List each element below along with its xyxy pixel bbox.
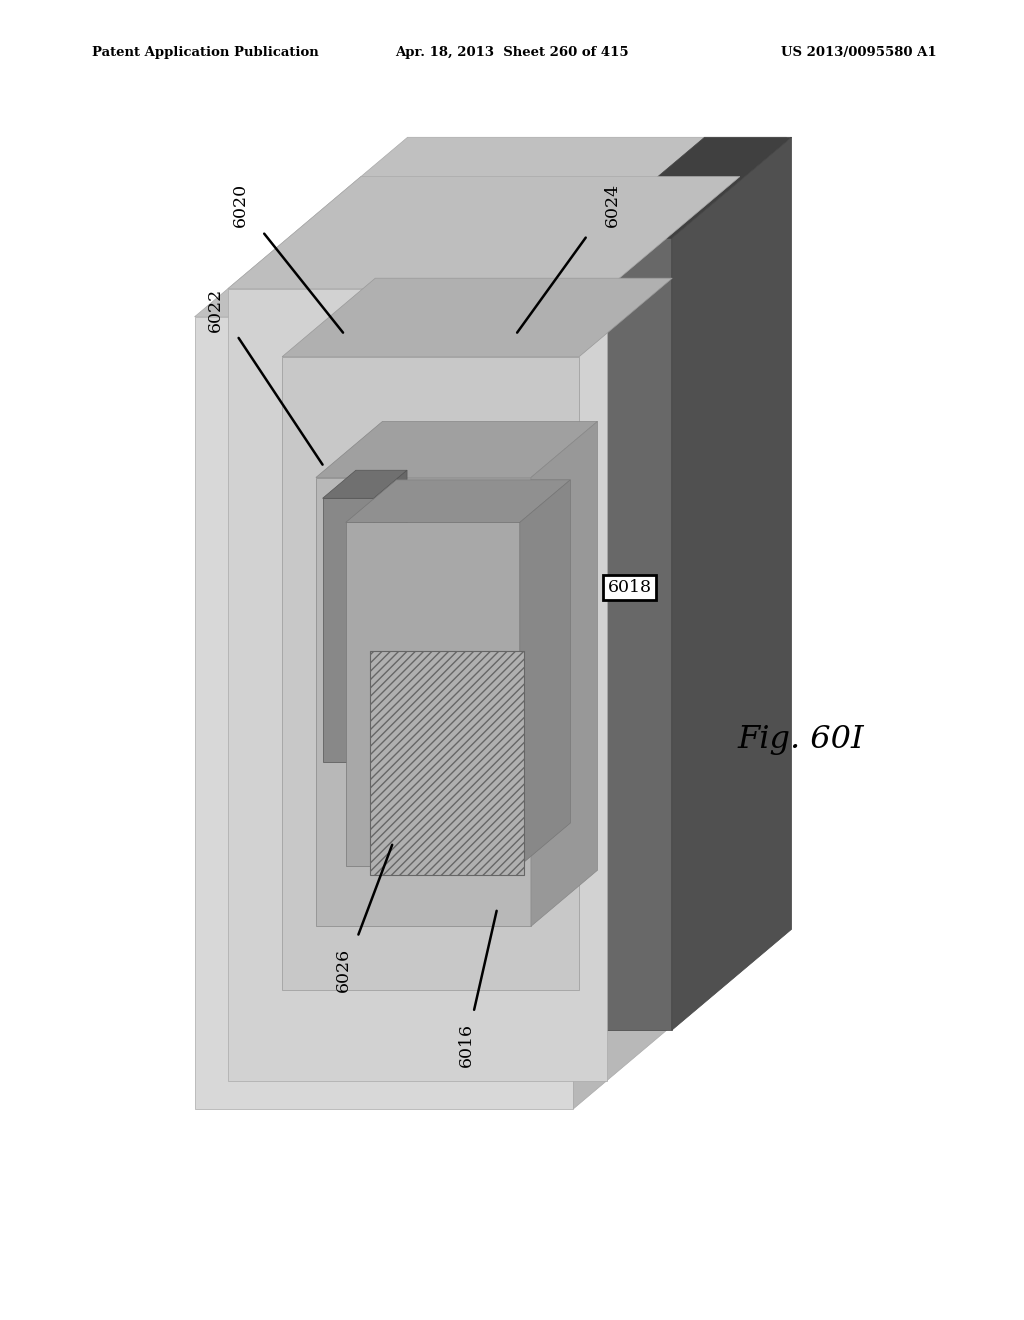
Polygon shape bbox=[531, 421, 598, 927]
Text: Patent Application Publication: Patent Application Publication bbox=[92, 46, 318, 59]
Polygon shape bbox=[346, 479, 570, 523]
Text: Fig. 60I: Fig. 60I bbox=[737, 723, 864, 755]
Polygon shape bbox=[315, 421, 598, 478]
Polygon shape bbox=[227, 177, 739, 289]
Polygon shape bbox=[195, 317, 573, 1109]
Text: US 2013/0095580 A1: US 2013/0095580 A1 bbox=[781, 46, 937, 59]
Polygon shape bbox=[585, 238, 672, 1030]
Polygon shape bbox=[346, 523, 520, 866]
Text: 6022: 6022 bbox=[207, 288, 223, 333]
Polygon shape bbox=[672, 137, 792, 1030]
Polygon shape bbox=[283, 356, 580, 990]
Text: 6024: 6024 bbox=[604, 182, 621, 227]
Polygon shape bbox=[371, 651, 524, 875]
Polygon shape bbox=[585, 137, 792, 238]
Polygon shape bbox=[195, 137, 786, 317]
Polygon shape bbox=[283, 279, 673, 356]
Text: 6026: 6026 bbox=[335, 948, 351, 993]
Text: 6016: 6016 bbox=[458, 1023, 474, 1068]
Polygon shape bbox=[315, 478, 531, 927]
Polygon shape bbox=[323, 499, 374, 763]
Text: Apr. 18, 2013  Sheet 260 of 415: Apr. 18, 2013 Sheet 260 of 415 bbox=[395, 46, 629, 59]
Polygon shape bbox=[520, 479, 570, 866]
Polygon shape bbox=[323, 470, 407, 499]
Polygon shape bbox=[227, 289, 606, 1081]
Text: 6018: 6018 bbox=[608, 579, 651, 595]
Polygon shape bbox=[573, 137, 786, 1109]
Text: 6020: 6020 bbox=[232, 182, 249, 227]
Polygon shape bbox=[374, 470, 407, 763]
